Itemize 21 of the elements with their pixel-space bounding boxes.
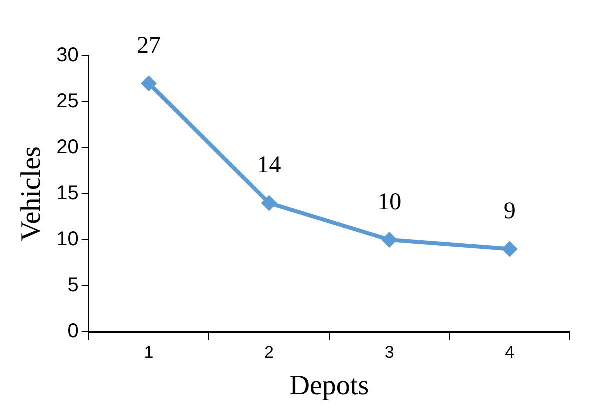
- x-tick-label: 4: [505, 342, 515, 362]
- point: [502, 241, 518, 258]
- x-tick-label: 1: [144, 342, 154, 362]
- y-tick-label: 15: [56, 182, 79, 205]
- y-tick-label: 20: [56, 136, 79, 159]
- point: [261, 195, 278, 212]
- y-tick-label: 0: [68, 320, 79, 343]
- data-label: 9: [504, 198, 516, 224]
- y-tick-label: 25: [56, 90, 79, 113]
- data-label: 14: [257, 152, 282, 178]
- y-tick-label: 5: [68, 274, 79, 297]
- x-tick-label: 2: [264, 342, 274, 362]
- data-label: 27: [136, 32, 161, 59]
- data-label: 10: [378, 189, 402, 216]
- y-axis-title: Vehicles: [16, 146, 48, 242]
- y-tick-label: 10: [56, 228, 79, 251]
- x-tick-label: 3: [384, 342, 394, 362]
- point: [382, 232, 398, 248]
- point: [140, 76, 157, 92]
- y-tick-label: 30: [56, 44, 79, 67]
- x-axis-title: Depots: [290, 370, 370, 402]
